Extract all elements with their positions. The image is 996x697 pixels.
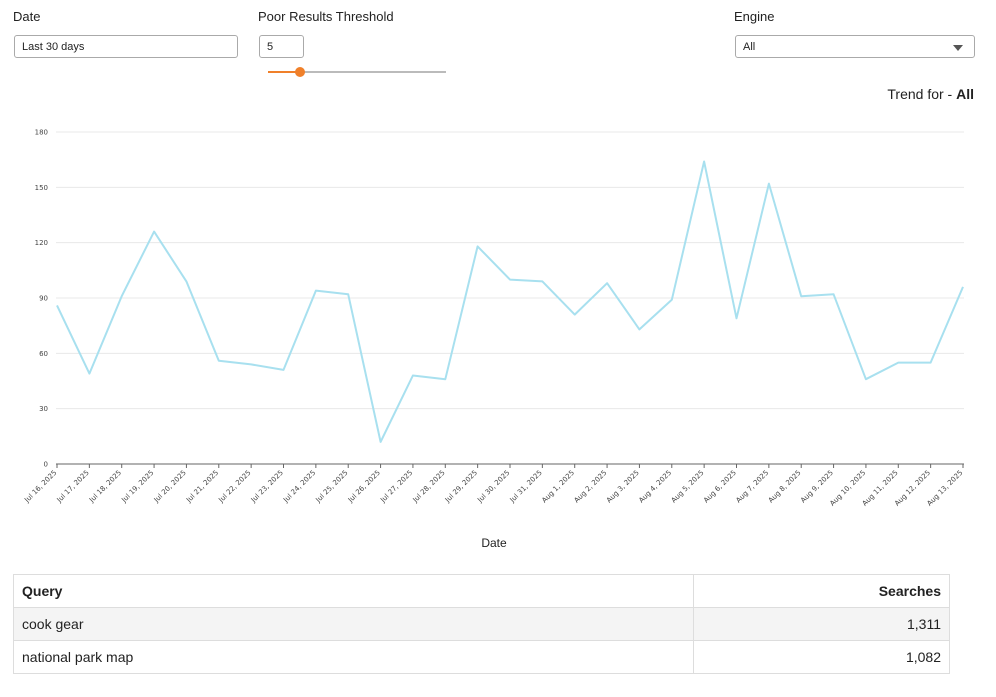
date-range-select[interactable]: Last 30 days xyxy=(14,35,238,58)
x-tick-label: Jul 24, 2025 xyxy=(281,469,317,505)
x-tick-label: Jul 22, 2025 xyxy=(217,469,253,505)
engine-filter-label: Engine xyxy=(734,9,775,24)
threshold-slider-fill xyxy=(268,71,301,73)
x-tick-label: Jul 17, 2025 xyxy=(55,469,91,505)
date-range-value: Last 30 days xyxy=(22,41,85,53)
x-tick-label: Jul 18, 2025 xyxy=(87,469,123,505)
x-axis-title: Date xyxy=(481,536,507,550)
x-tick-label: Jul 20, 2025 xyxy=(152,469,188,505)
engine-value: All xyxy=(743,41,756,53)
searches-column-header[interactable]: Searches xyxy=(693,574,950,608)
query-cell: national park map xyxy=(13,640,694,674)
x-tick-label: Jul 30, 2025 xyxy=(475,469,511,505)
threshold-slider-handle[interactable] xyxy=(295,67,306,77)
threshold-slider[interactable] xyxy=(268,67,446,77)
x-tick-label: Aug 1, 2025 xyxy=(540,469,576,505)
table-row[interactable]: cook gear 1,311 xyxy=(13,607,950,641)
y-tick-label: 60 xyxy=(39,350,48,358)
x-tick-label: Jul 21, 2025 xyxy=(184,469,220,505)
x-tick-label: Aug 3, 2025 xyxy=(605,469,641,505)
x-tick-label: Aug 7, 2025 xyxy=(734,469,770,505)
y-tick-label: 90 xyxy=(39,295,48,303)
x-tick-label: Jul 16, 2025 xyxy=(22,469,58,505)
query-cell: cook gear xyxy=(13,607,694,641)
x-tick-label: Jul 26, 2025 xyxy=(346,469,382,505)
y-tick-label: 120 xyxy=(35,239,48,247)
x-tick-label: Jul 27, 2025 xyxy=(378,469,414,505)
searches-cell: 1,082 xyxy=(693,640,950,674)
x-tick-label: Aug 6, 2025 xyxy=(702,469,738,505)
trend-title-prefix: Trend for - xyxy=(887,86,957,102)
table-header-row: Query Searches xyxy=(13,574,950,608)
threshold-value: 5 xyxy=(267,41,274,53)
x-tick-label: Aug 5, 2025 xyxy=(670,469,706,505)
y-tick-label: 0 xyxy=(44,461,48,469)
threshold-input[interactable]: 5 xyxy=(259,35,304,58)
date-filter-label: Date xyxy=(13,9,41,24)
y-tick-label: 180 xyxy=(35,129,48,137)
x-tick-label: Jul 25, 2025 xyxy=(314,469,350,505)
x-tick-label: Aug 2, 2025 xyxy=(573,469,609,505)
results-table: Query Searches cook gear 1,311 national … xyxy=(13,574,950,674)
series-line xyxy=(56,160,964,443)
searches-cell: 1,311 xyxy=(693,607,950,641)
threshold-label: Poor Results Threshold xyxy=(258,9,394,24)
engine-select[interactable]: All xyxy=(735,35,975,58)
trend-title: Trend for - All xyxy=(887,86,974,102)
table-row[interactable]: national park map 1,082 xyxy=(13,640,950,674)
x-tick-label: Jul 23, 2025 xyxy=(249,469,285,505)
x-tick-label: Jul 19, 2025 xyxy=(120,469,156,505)
x-tick-label: Aug 4, 2025 xyxy=(637,469,673,505)
x-tick-label: Jul 31, 2025 xyxy=(508,469,544,505)
x-tick-label: Aug 8, 2025 xyxy=(767,469,803,505)
trend-title-value: All xyxy=(956,86,974,102)
x-tick-label: Jul 29, 2025 xyxy=(443,469,479,505)
x-tick-label: Jul 28, 2025 xyxy=(411,469,447,505)
query-column-header[interactable]: Query xyxy=(13,574,694,608)
x-tick-label: Aug 9, 2025 xyxy=(799,469,835,505)
chevron-down-icon[interactable] xyxy=(953,45,963,51)
y-tick-label: 30 xyxy=(39,405,48,413)
y-tick-label: 150 xyxy=(35,184,48,192)
